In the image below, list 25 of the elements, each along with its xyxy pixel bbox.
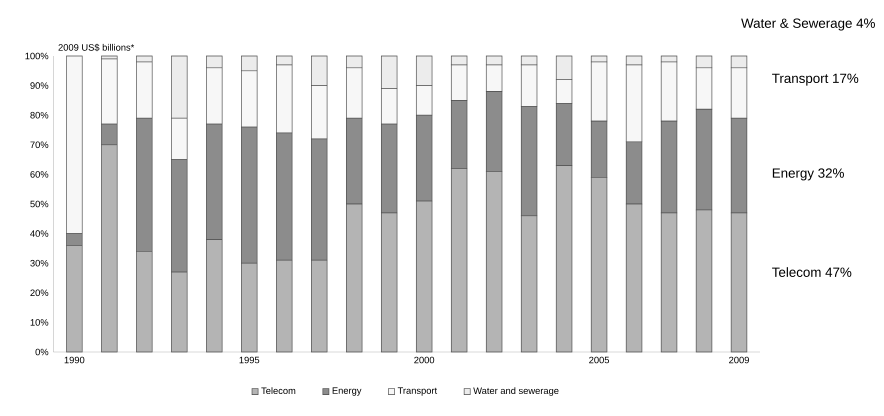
text: Transport 17% — [772, 74, 858, 86]
y-tick-label: 70% — [30, 142, 48, 148]
y-tick-label: 40% — [30, 230, 48, 237]
legend-label: Transport — [398, 387, 438, 396]
legend-label: Telecom — [261, 387, 296, 394]
y-tick-label: 90% — [30, 82, 48, 89]
y-tick-label: 60% — [30, 171, 48, 178]
y-tick-label: 100% — [25, 52, 48, 60]
x-tick-label: 2005 — [589, 356, 610, 364]
y-tick-label: 10% — [30, 319, 48, 326]
legend-label: Energy — [332, 387, 362, 396]
y-tick-label: 20% — [30, 289, 48, 296]
y-tick-label: 30% — [30, 260, 48, 266]
text: Water & Sewerage 4% — [741, 18, 875, 31]
text: Telecom 47% — [772, 267, 852, 277]
y-tick-label: 50% — [30, 200, 48, 208]
x-tick-label: 1990 — [64, 356, 84, 364]
text: Energy 32% — [772, 168, 844, 180]
y-axis-title: 2009 US$ billions* — [58, 44, 134, 52]
x-tick-label: 2000 — [414, 356, 434, 364]
y-tick-label: 0% — [36, 348, 48, 356]
x-tick-label: 1995 — [240, 356, 260, 364]
legend-label: Water and sewerage — [473, 387, 559, 396]
x-tick-label: 2009 — [729, 356, 749, 364]
y-tick-label: 80% — [30, 112, 48, 118]
